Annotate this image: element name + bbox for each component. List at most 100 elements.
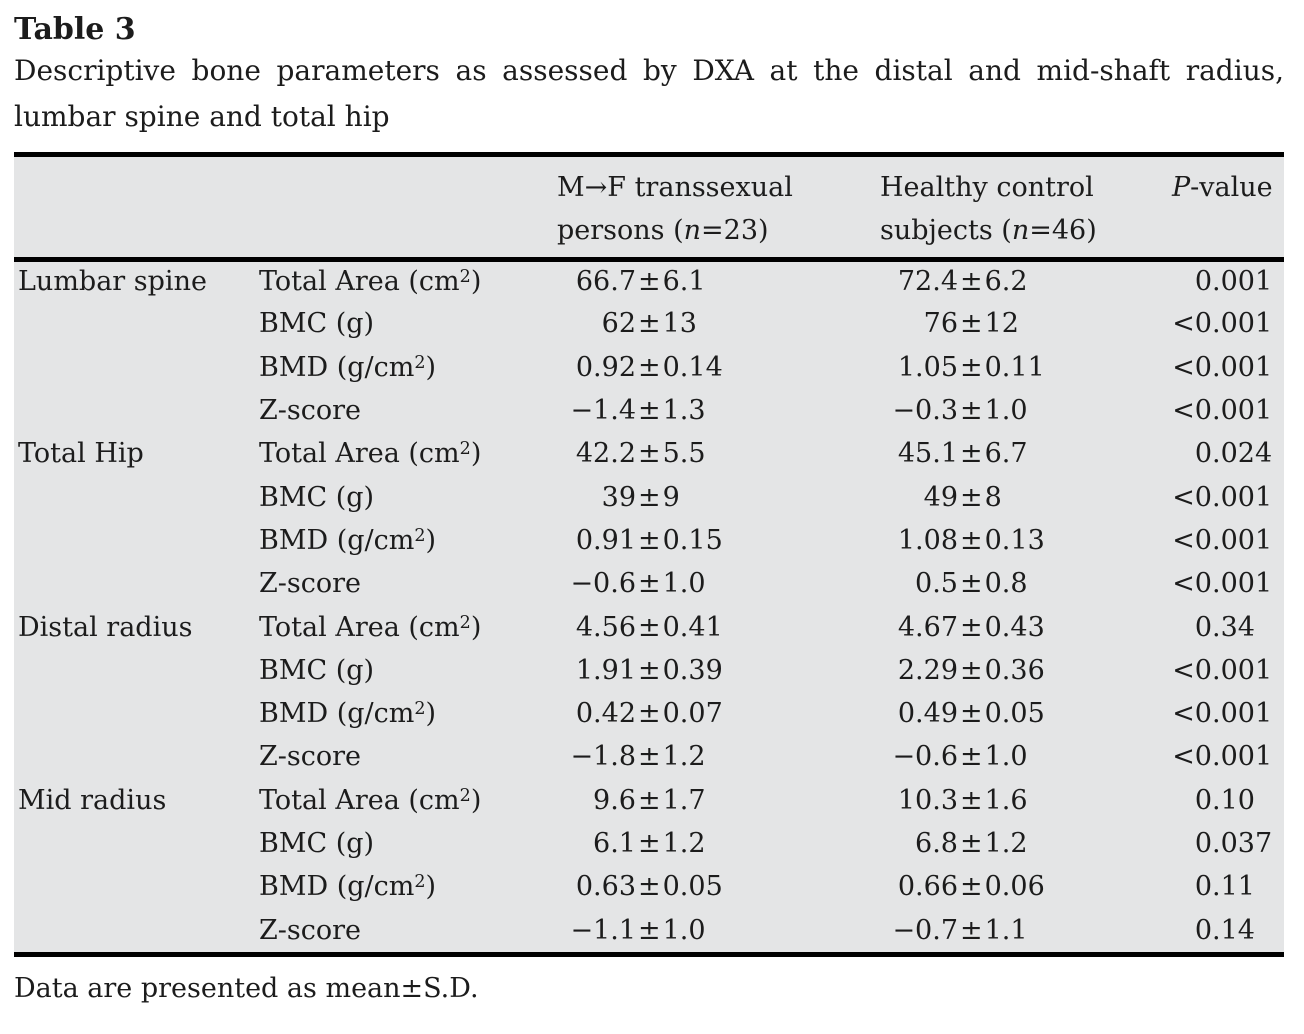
header-cell-region xyxy=(14,157,257,259)
p-value-cell: <0.001 xyxy=(1172,698,1273,730)
control-value-cell: 0.66±0.06 xyxy=(897,871,1045,903)
parameter-cell: BMC (g) xyxy=(259,654,375,686)
table-row: Lumbar spine Total Area (cm2) 66.7±6.1 72.4… xyxy=(14,259,1284,302)
p-value-cell: 0.14 xyxy=(1194,914,1255,946)
control-value-cell: 72.4±6.2 xyxy=(897,266,1028,298)
control-value-cell: 1.05±0.11 xyxy=(897,351,1045,383)
region-cell xyxy=(14,519,257,562)
table-row: BMC (g) 62±13 76±12 <0.001 xyxy=(14,302,1284,345)
parameter-cell: Z-score xyxy=(259,741,362,773)
region-cell xyxy=(14,735,257,778)
p-value-cell: <0.001 xyxy=(1172,741,1273,773)
region-cell: Total Hip xyxy=(18,438,144,470)
header-cell-p-value: P-value xyxy=(1172,172,1273,203)
parameter-cell: Total Area (cm2) xyxy=(259,611,482,643)
mf-value-cell: 0.91±0.15 xyxy=(575,524,723,556)
region-cell xyxy=(14,649,257,692)
mf-value-cell: −1.4±1.3 xyxy=(570,395,706,427)
mf-value-cell: 0.63±0.05 xyxy=(575,871,723,903)
control-value-cell: 4.67±0.43 xyxy=(897,611,1045,643)
header-cell-mf-group: M→F transsexual persons (n=23) xyxy=(557,172,793,246)
parameter-cell: BMC (g) xyxy=(259,308,375,340)
parameter-cell: BMC (g) xyxy=(259,828,375,859)
table-row: BMD (g/cm2) 0.91±0.15 1.08±0.13 <0.001 xyxy=(14,519,1284,562)
region-cell: Lumbar spine xyxy=(18,266,207,298)
p-value-cell: 0.024 xyxy=(1194,438,1273,470)
parameter-cell: Z-score xyxy=(259,395,362,427)
table-row: Z-score −1.4±1.3 −0.3±1.0 <0.001 xyxy=(14,389,1284,432)
data-table-wrap: M→F transsexual persons (n=23) Healthy con… xyxy=(14,152,1284,957)
control-value-cell: 45.1±6.7 xyxy=(897,438,1028,470)
region-cell xyxy=(14,865,257,908)
control-value-cell: 76±12 xyxy=(923,308,1019,340)
p-value-cell: 0.10 xyxy=(1194,784,1255,816)
header-row: M→F transsexual persons (n=23) Healthy con… xyxy=(14,157,1284,259)
p-value-cell: 0.34 xyxy=(1194,611,1255,643)
parameter-cell: Z-score xyxy=(259,914,362,946)
data-table: M→F transsexual persons (n=23) Healthy con… xyxy=(14,157,1284,952)
table-row: Z-score −1.8±1.2 −0.6±1.0 <0.001 xyxy=(14,735,1284,778)
table-row: Distal radius Total Area (cm2) 4.56±0.41 4.… xyxy=(14,605,1284,648)
control-value-cell: −0.7±1.1 xyxy=(892,914,1028,946)
mf-value-cell: 9.6±1.7 xyxy=(593,784,706,816)
parameter-cell: BMD (g/cm2) xyxy=(259,524,437,556)
table-caption: Descriptive bone parameters as assessed … xyxy=(14,48,1284,140)
caption-line-1: Descriptive bone parameters as assessed … xyxy=(14,54,1284,87)
table-row: Z-score −1.1±1.0 −0.7±1.1 0.14 xyxy=(14,908,1284,951)
parameter-cell: Z-score xyxy=(259,568,362,600)
table-footnote: Data are presented as mean±S.D. xyxy=(14,972,479,1004)
parameter-cell: Total Area (cm2) xyxy=(259,438,482,470)
control-value-cell: −0.6±1.0 xyxy=(892,741,1028,773)
p-value-cell: 0.11 xyxy=(1194,871,1255,903)
parameter-cell: BMD (g/cm2) xyxy=(259,871,437,903)
table-body: Lumbar spine Total Area (cm2) 66.7±6.1 72.4… xyxy=(14,259,1284,952)
control-value-cell: 10.3±1.6 xyxy=(897,784,1028,816)
mf-value-cell: 4.56±0.41 xyxy=(575,611,723,643)
parameter-cell: BMD (g/cm2) xyxy=(259,351,437,383)
parameter-cell: Total Area (cm2) xyxy=(259,784,482,816)
region-cell: Distal radius xyxy=(18,611,193,643)
p-value-cell: <0.001 xyxy=(1172,481,1273,513)
p-value-cell: <0.001 xyxy=(1172,568,1273,600)
mf-value-cell: 0.92±0.14 xyxy=(575,351,723,383)
region-cell xyxy=(14,908,257,951)
table-row: BMC (g) 1.91±0.39 2.29±0.36 <0.001 xyxy=(14,649,1284,692)
control-value-cell: −0.3±1.0 xyxy=(892,395,1028,427)
p-value-cell: <0.001 xyxy=(1172,524,1273,556)
parameter-cell: BMD (g/cm2) xyxy=(259,698,437,730)
p-value-cell: 0.037 xyxy=(1194,828,1273,859)
table-row: Z-score −0.6±1.0 0.5±0.8 <0.001 xyxy=(14,562,1284,605)
mf-value-cell: 39±9 xyxy=(601,481,680,513)
parameter-cell: Total Area (cm2) xyxy=(259,266,482,298)
p-value-cell: <0.001 xyxy=(1172,654,1273,686)
header-cell-parameter xyxy=(257,157,557,259)
mf-value-cell: −1.8±1.2 xyxy=(570,741,706,773)
p-value-cell: 0.001 xyxy=(1194,266,1273,298)
control-value-cell: 49±8 xyxy=(923,481,1002,513)
mf-value-cell: 0.42±0.07 xyxy=(575,698,723,730)
mf-value-cell: 42.2±5.5 xyxy=(575,438,706,470)
region-cell xyxy=(14,475,257,518)
mf-value-cell: 1.91±0.39 xyxy=(575,654,723,686)
control-value-cell: 0.5±0.8 xyxy=(915,568,1028,600)
control-value-cell: 1.08±0.13 xyxy=(897,524,1045,556)
mf-value-cell: 62±13 xyxy=(601,308,697,340)
caption-line-2: lumbar spine and total hip xyxy=(14,100,390,133)
region-cell xyxy=(14,389,257,432)
mf-value-cell: −1.1±1.0 xyxy=(570,914,706,946)
control-value-cell: 2.29±0.36 xyxy=(897,654,1045,686)
table-row: BMD (g/cm2) 0.63±0.05 0.66±0.06 0.11 xyxy=(14,865,1284,908)
region-cell xyxy=(14,562,257,605)
mf-value-cell: −0.6±1.0 xyxy=(570,568,706,600)
table-title: Table 3 xyxy=(14,12,136,47)
mf-value-cell: 6.1±1.2 xyxy=(593,828,706,859)
parameter-cell: BMC (g) xyxy=(259,481,375,513)
table-row: BMD (g/cm2) 0.92±0.14 1.05±0.11 <0.001 xyxy=(14,346,1284,389)
table-row: BMC (g) 39±9 49±8 <0.001 xyxy=(14,475,1284,518)
p-value-cell: <0.001 xyxy=(1172,351,1273,383)
region-cell xyxy=(14,346,257,389)
header-cell-control-group: Healthy control subjects (n=46) xyxy=(880,172,1097,246)
table-row: BMC (g) 6.1±1.2 6.8±1.2 0.037 xyxy=(14,822,1284,865)
table-row: Total Hip Total Area (cm2) 42.2±5.5 45.1±6.… xyxy=(14,432,1284,475)
p-value-cell: <0.001 xyxy=(1172,308,1273,340)
